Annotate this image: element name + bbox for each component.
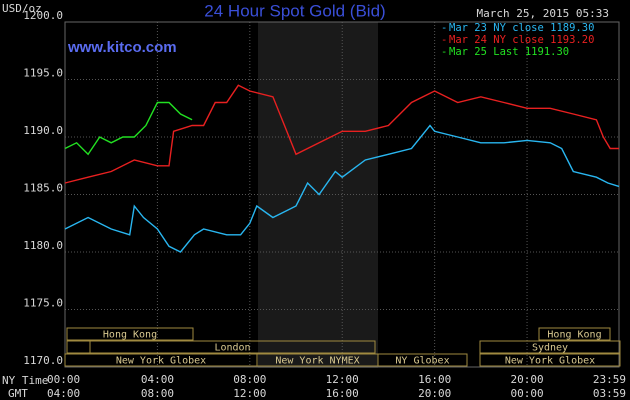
session-label: Sydney: [532, 343, 568, 354]
y-tick-label: 1195.0: [23, 67, 63, 80]
legend-label: Mar 23 NY close 1189.30: [449, 22, 594, 34]
session-box: [479, 340, 621, 354]
series-line: [64, 124, 620, 253]
y-tick-label: 1170.0: [23, 354, 63, 367]
plot-frame: [64, 21, 620, 368]
x-tick-label: 12:00: [326, 373, 359, 386]
x2-tick-label: 16:00: [326, 387, 359, 400]
x2-tick-label: 04:00: [47, 387, 80, 400]
website: www.kitco.com: [67, 39, 177, 56]
x-tick-label: 16:00: [418, 373, 451, 386]
series-line: [64, 84, 619, 184]
x2-tick-label: 12:00: [233, 387, 266, 400]
x-tick-label: 20:00: [510, 373, 543, 386]
session-box: [479, 353, 621, 367]
session-label: Hong Kong: [547, 330, 601, 341]
session-label: New York NYMEX: [275, 356, 359, 367]
session-box: [538, 327, 611, 341]
legend-label: Mar 24 NY close 1193.20: [449, 34, 594, 46]
x-axis-label: NY Time: [2, 374, 48, 387]
session-label: New York Globex: [116, 356, 206, 367]
y-tick-label: 1175.0: [23, 297, 63, 310]
y-tick-label: 1180.0: [23, 239, 63, 252]
x-tick-label: 00:00: [47, 373, 80, 386]
session-box: [66, 340, 91, 354]
session-label: NY Globex: [395, 356, 449, 367]
x2-tick-label: 03:59: [593, 387, 626, 400]
session-box: [89, 340, 376, 354]
legend-marker: -: [441, 22, 447, 34]
chart-title: 24 Hour Spot Gold (Bid): [204, 1, 385, 20]
legend-marker: -: [441, 46, 447, 58]
legend-label: Mar 25 Last 1191.30: [449, 46, 569, 58]
x2-axis-label: GMT: [8, 387, 28, 400]
timestamp: March 25, 2015 05:33: [477, 7, 609, 20]
session-box: [66, 327, 194, 341]
session-label: New York Globex: [505, 356, 595, 367]
x-tick-label: 04:00: [141, 373, 174, 386]
y-tick-label: 1190.0: [23, 124, 63, 137]
session-box: [377, 353, 468, 367]
x2-tick-label: 00:00: [510, 387, 543, 400]
legend-marker: -: [441, 34, 447, 46]
x-tick-label: 08:00: [233, 373, 266, 386]
session-label: London: [214, 343, 250, 354]
x2-tick-label: 20:00: [418, 387, 451, 400]
y-tick-label: 1185.0: [23, 182, 63, 195]
x2-tick-label: 08:00: [141, 387, 174, 400]
y-tick-label: 1200.0: [23, 9, 63, 22]
y-axis-label: USD/oz: [2, 2, 42, 15]
x-tick-label: 23:59: [593, 373, 626, 386]
series-line: [64, 101, 193, 156]
session-label: Hong Kong: [103, 330, 157, 341]
